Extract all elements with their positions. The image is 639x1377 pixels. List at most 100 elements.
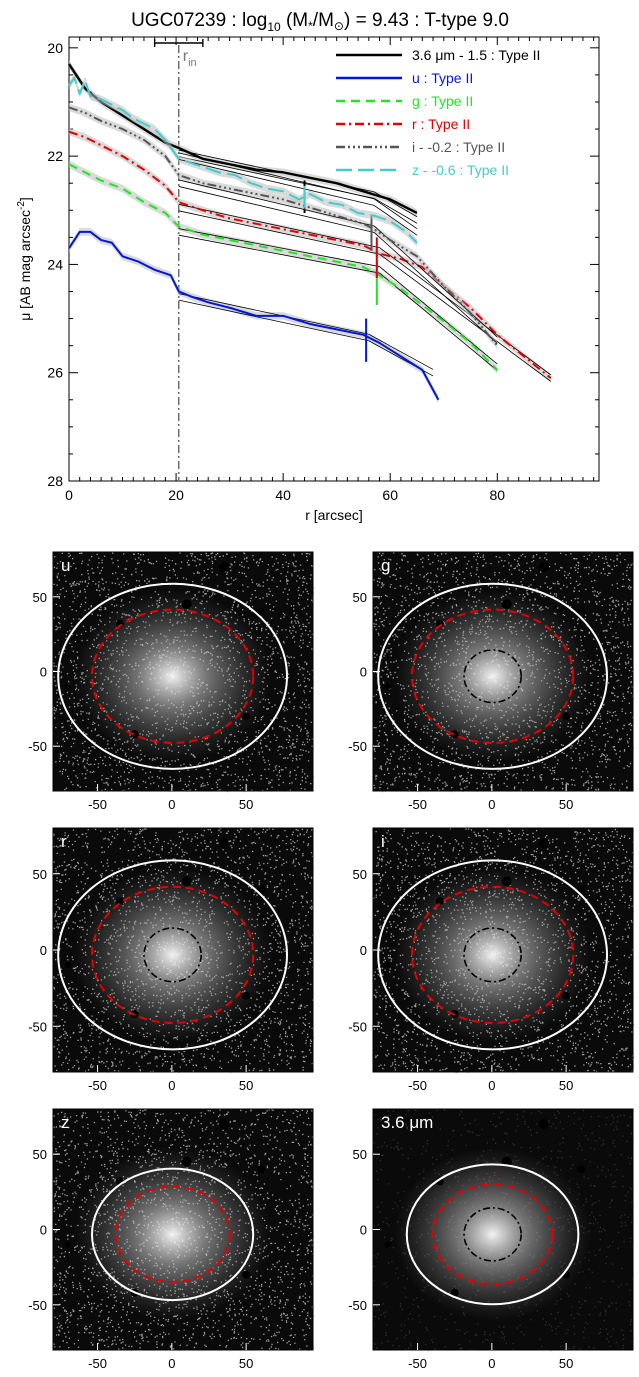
series-fit-line (178, 179, 375, 227)
series-uncertainty-band (69, 160, 498, 374)
break-ellipse (411, 608, 575, 744)
masked-star (577, 885, 585, 893)
masked-star (538, 561, 549, 572)
y-tick-label: 26 (47, 365, 63, 381)
y-tick-label: 28 (47, 473, 63, 489)
x-tick-label: 40 (275, 487, 291, 503)
masked-star (501, 599, 512, 610)
masked-star (257, 1165, 265, 1174)
series-fit-line (368, 333, 434, 370)
outer-ellipse (91, 1167, 255, 1302)
panel-y-tick-label: 0 (360, 1223, 367, 1238)
series-fit-line (379, 266, 498, 365)
series-fit-line (373, 198, 418, 224)
series-fit-line (178, 234, 380, 274)
galaxy-glow (393, 1147, 592, 1322)
panel-y-tick-label: 50 (353, 1147, 367, 1162)
panel-label: r (61, 832, 67, 851)
series-fit-line (178, 293, 369, 335)
legend-label: i - -0.2 : Type II (412, 139, 505, 155)
panel-y-tick-label: -50 (348, 739, 367, 754)
inner-ellipse (143, 927, 203, 983)
series-fit-line (178, 186, 375, 233)
series-3 (68, 127, 552, 382)
image-panel-z: z -50 0 50 50 0 -50 (28, 1108, 315, 1371)
galaxy-glow (73, 1147, 272, 1322)
x-axis-label: r [arcsec] (305, 507, 363, 523)
panel-label: 3.6 μm (381, 1113, 433, 1132)
series-fit-line (178, 210, 380, 255)
series-fit-line (178, 203, 380, 249)
series-fit-line (178, 158, 375, 206)
legend-label: r : Type II (412, 116, 470, 132)
r-in-label: rin (183, 48, 197, 69)
panel-x-tick-label: 0 (168, 797, 175, 812)
panel-label: u (61, 556, 70, 575)
series-4 (68, 103, 499, 350)
masked-star (562, 712, 571, 721)
panel-noise (53, 1109, 315, 1352)
series-line (68, 163, 498, 371)
series-0 (67, 60, 418, 224)
x-tick-label: 0 (65, 487, 73, 503)
panel-x-tick-label: -50 (88, 1078, 107, 1093)
masked-star (64, 683, 71, 690)
panel-x-tick-label: -50 (408, 1356, 427, 1371)
masked-star (562, 991, 571, 1000)
masked-star (181, 599, 192, 610)
masked-star (257, 885, 265, 893)
galaxy-glow (73, 867, 272, 1043)
galaxy-glow (393, 867, 592, 1043)
panel-y-tick-label: 50 (353, 590, 367, 605)
panel-x-tick-label: 0 (488, 1356, 495, 1371)
masked-star (181, 1156, 192, 1167)
panel-x-tick-label: 0 (168, 1078, 175, 1093)
masked-star (130, 730, 139, 739)
y-tick-label: 22 (47, 148, 63, 164)
legend-label: g : Type II (412, 93, 473, 109)
series-fit-line (178, 152, 375, 200)
masked-star (435, 619, 444, 628)
plot-frame (68, 36, 600, 482)
masked-star (450, 1288, 459, 1297)
panel-x-tick-label: 50 (239, 1078, 253, 1093)
outer-ellipse (377, 859, 609, 1051)
series-fit-line (373, 225, 498, 338)
masked-star (181, 876, 192, 887)
series-2 (68, 160, 498, 374)
y-tick-label: 20 (47, 40, 63, 56)
panel-y-tick-label: 0 (40, 1223, 47, 1238)
masked-star (384, 962, 391, 969)
surface-brightness-profile-chart: UGC07239 : log10 (M*/M⊙) = 9.43 : T-type… (16, 10, 600, 523)
x-tick-label: 80 (489, 487, 505, 503)
plot-content: 0 20 40 60 80 20 22 24 26 28 rin 3.6 μm - 1.5 : Typ… (47, 37, 599, 503)
masked-star (577, 607, 585, 616)
image-panel-i: i -50 0 50 50 0 -50 (348, 827, 635, 1093)
panel-y-tick-label: -50 (28, 1019, 47, 1034)
inner-ellipse (463, 927, 523, 983)
panel-label: i (381, 832, 385, 851)
panel-y-tick-label: -50 (348, 1298, 367, 1313)
panel-y-tick-label: -50 (28, 739, 47, 754)
image-panel-3.6-um: 3.6 μm -50 0 50 50 0 -50 (348, 1108, 634, 1371)
break-ellipse (431, 1183, 554, 1286)
masked-star (64, 1241, 71, 1248)
masked-star (538, 838, 549, 849)
panel-y-tick-label: 50 (353, 867, 367, 882)
image-panel-g: g -50 0 50 50 0 -50 (348, 551, 635, 812)
series-fit-line (373, 232, 498, 344)
masked-star (501, 876, 512, 887)
outer-ellipse (377, 582, 609, 770)
masked-star (242, 1270, 251, 1279)
masked-star (242, 991, 251, 1000)
panel-x-tick-label: -50 (88, 797, 107, 812)
masked-star (218, 561, 229, 572)
panel-x-tick-label: 50 (559, 797, 573, 812)
outer-ellipse (57, 859, 289, 1051)
image-panel-u: u -50 0 50 50 0 -50 (28, 551, 315, 812)
masked-star (115, 897, 124, 906)
masked-star (538, 1119, 549, 1130)
series-fit-line (379, 253, 552, 382)
masked-star (64, 962, 71, 969)
break-ellipse (411, 885, 575, 1024)
